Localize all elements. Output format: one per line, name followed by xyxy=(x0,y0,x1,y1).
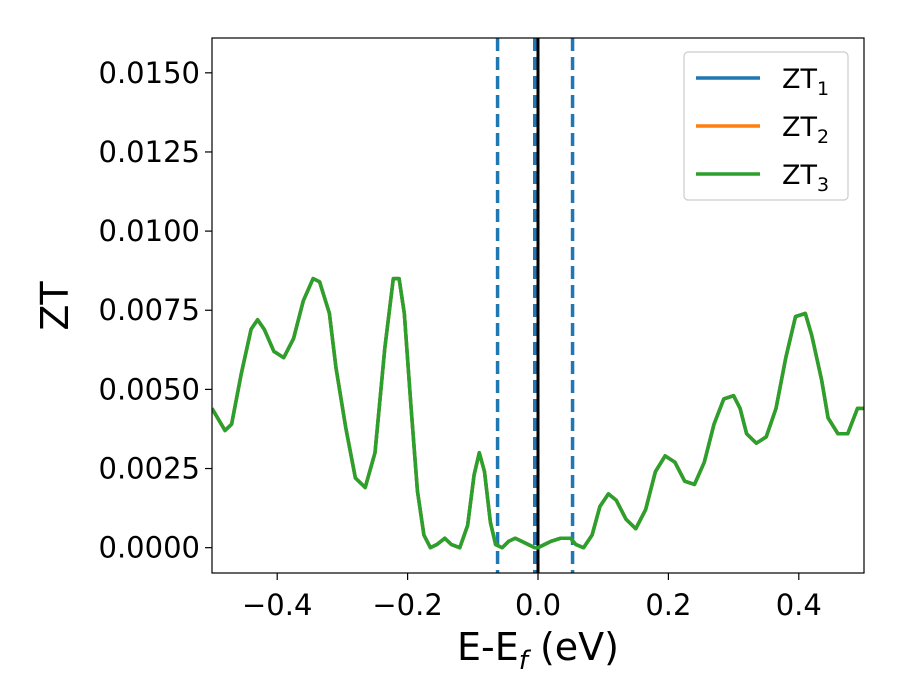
legend: ZT1 ZT2 ZT3 xyxy=(683,51,849,201)
y-axis-ticks: 0.0000 0.0025 0.0050 0.0075 0.0100 0.0125 0.01… xyxy=(99,56,212,565)
y-axis-label: ZT xyxy=(33,281,77,331)
reference-lines xyxy=(495,38,575,573)
legend-box xyxy=(683,51,849,201)
x-axis-label-suffix: (eV) xyxy=(528,625,619,669)
y-tick-label: 0.0000 xyxy=(99,531,200,565)
y-tick-label: 0.0050 xyxy=(99,372,200,406)
y-tick-label: 0.0025 xyxy=(99,452,200,486)
y-tick-label: 0.0075 xyxy=(99,293,200,327)
x-axis-label: E-Ef (eV) xyxy=(457,625,619,676)
legend-label-3: ZT3 xyxy=(782,160,829,196)
x-tick-label: 0.0 xyxy=(515,588,561,622)
x-tick-label: −0.2 xyxy=(372,588,442,622)
y-tick-label: 0.0150 xyxy=(99,56,200,90)
x-axis-label-main: E-E xyxy=(457,625,519,669)
x-axis-ticks: −0.4 −0.2 0.0 0.2 0.4 xyxy=(242,573,822,622)
series-line-3 xyxy=(212,276,864,550)
series-layer xyxy=(212,276,864,550)
y-tick-label: 0.0125 xyxy=(99,135,200,169)
x-tick-label: 0.4 xyxy=(776,588,822,622)
x-tick-label: −0.4 xyxy=(242,588,312,622)
legend-label-1: ZT1 xyxy=(782,64,829,100)
legend-label-2: ZT2 xyxy=(782,112,829,148)
y-tick-label: 0.0100 xyxy=(99,214,200,248)
x-tick-label: 0.2 xyxy=(645,588,691,622)
legend-entries: ZT1 ZT2 ZT3 xyxy=(696,64,829,196)
